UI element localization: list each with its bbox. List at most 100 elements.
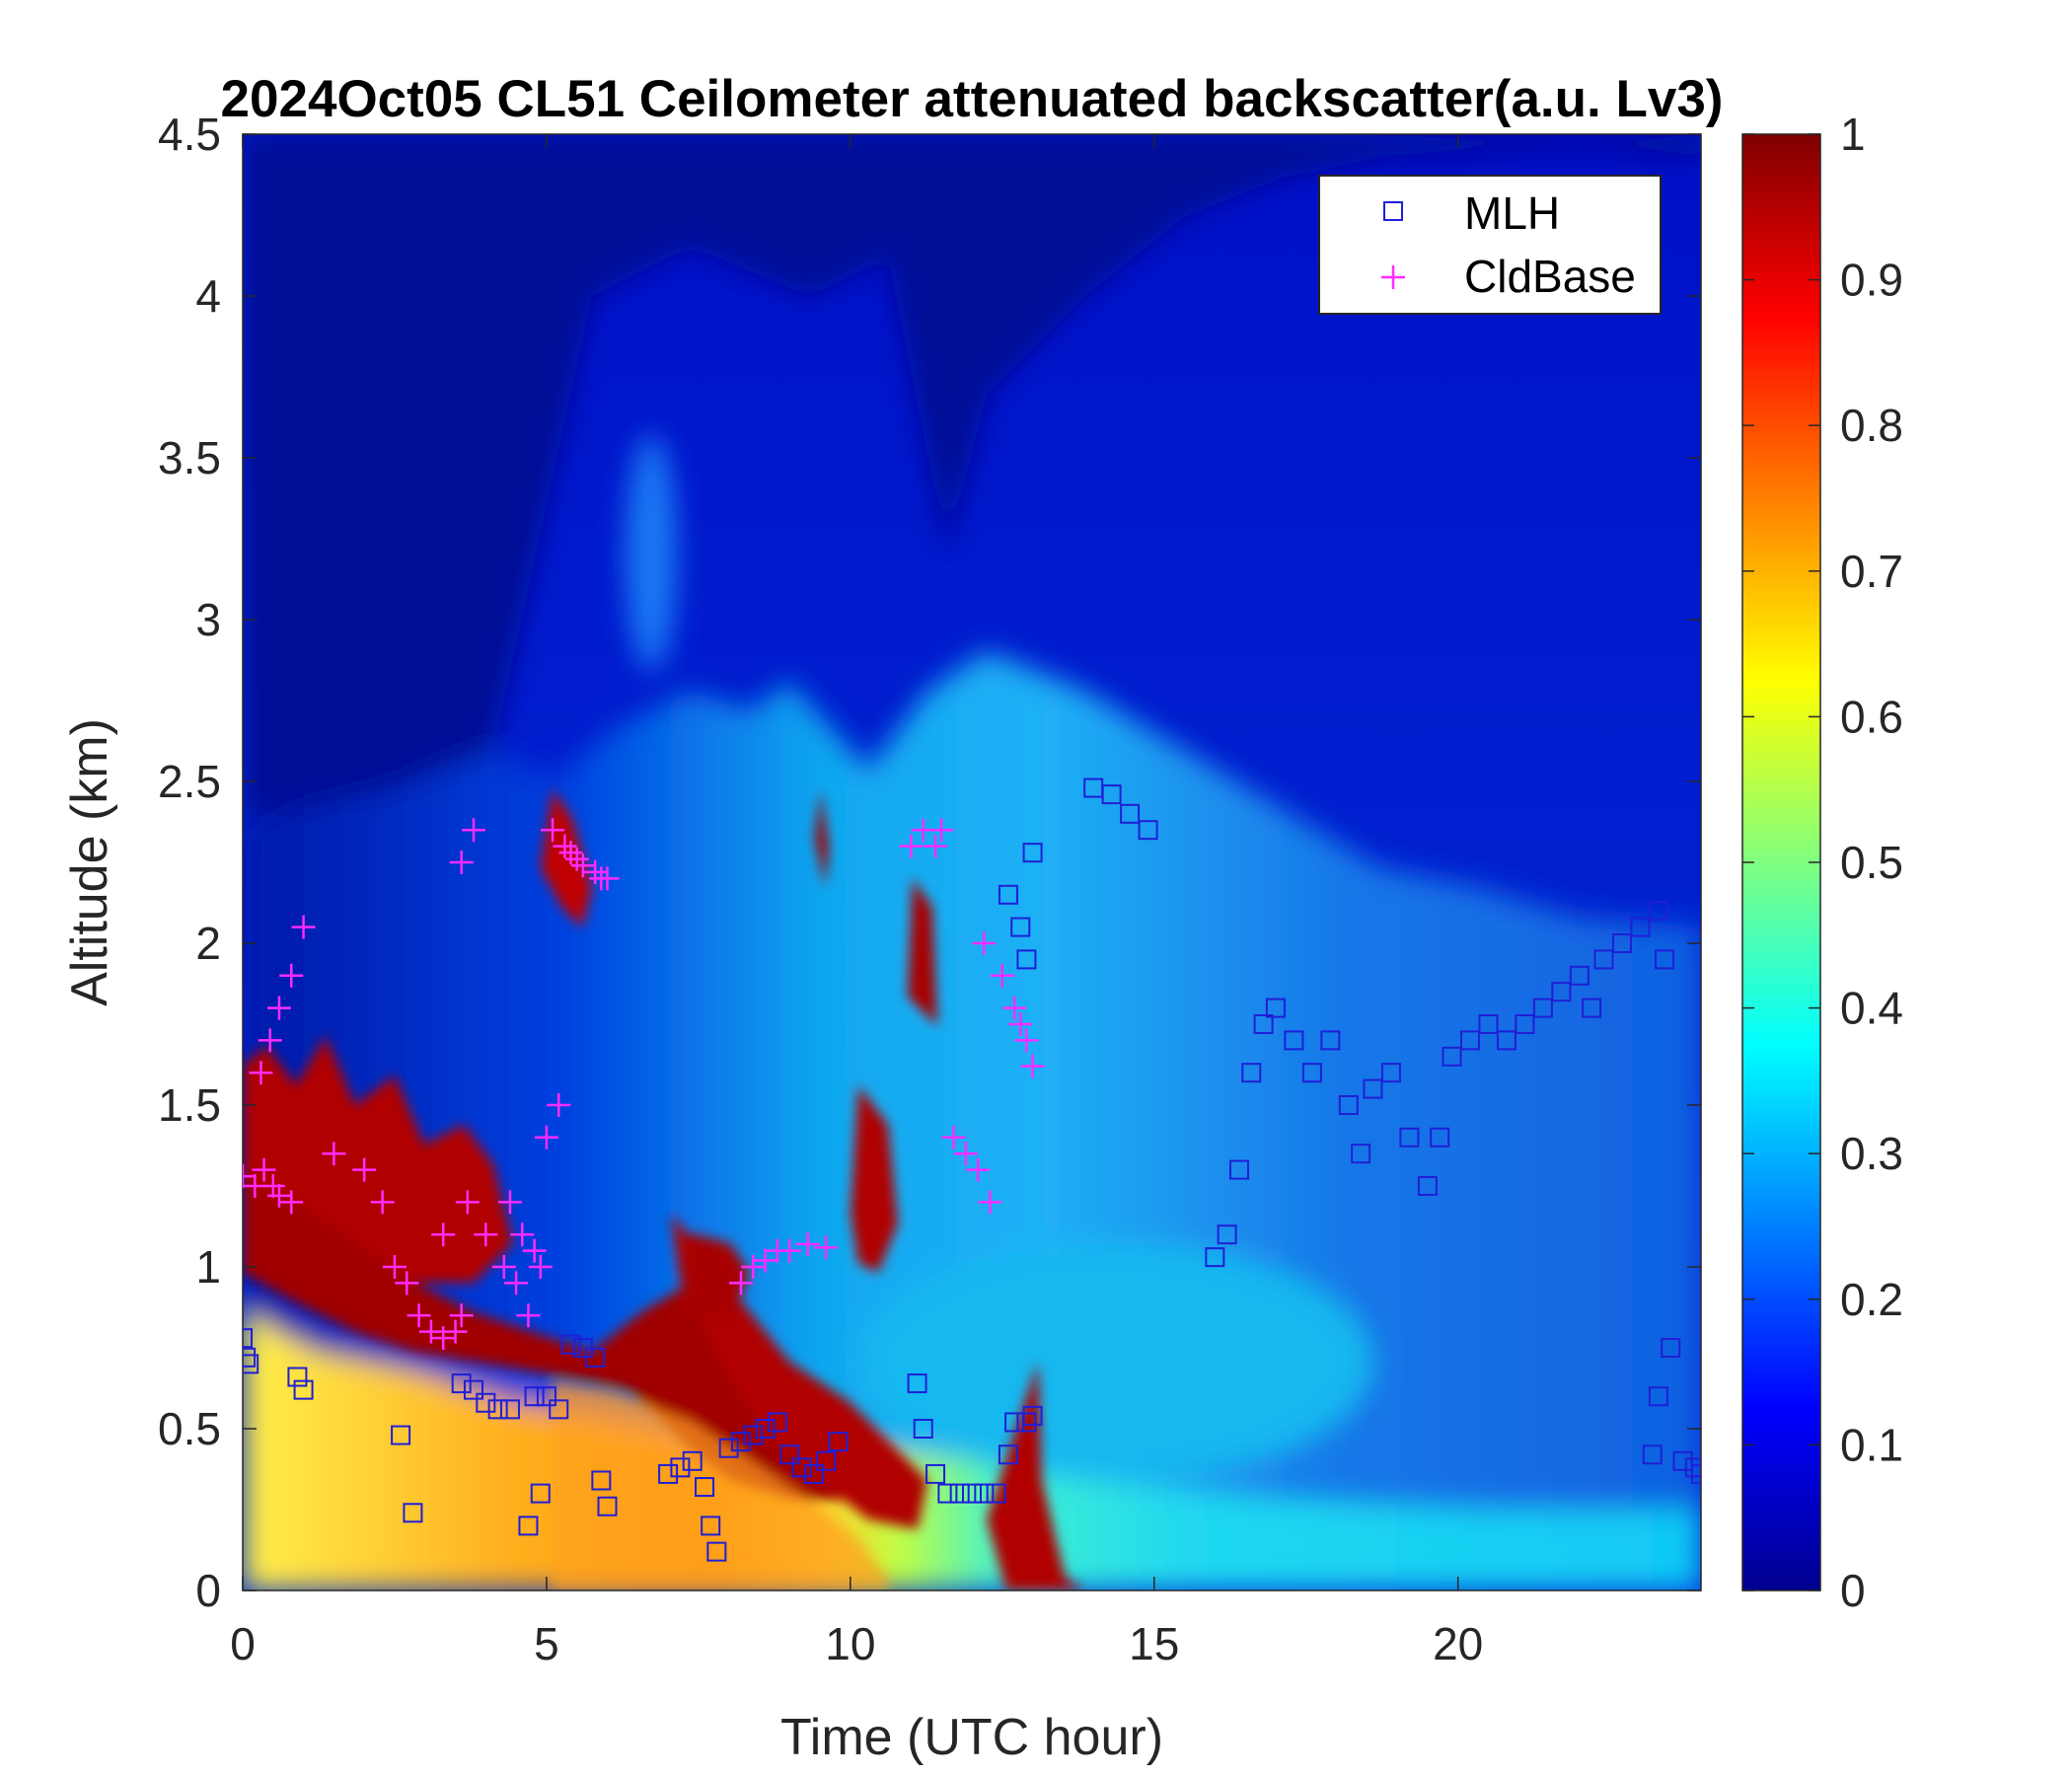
- cldbase-point: [899, 834, 924, 858]
- cldbase-point: [497, 1190, 522, 1215]
- mlh-point: [293, 1379, 314, 1400]
- cldbase-point: [741, 1255, 766, 1279]
- cldbase-point: [443, 1319, 468, 1344]
- cldbase-point: [553, 834, 577, 858]
- cldbase-point: [249, 1061, 273, 1085]
- mlh-point: [1265, 998, 1286, 1018]
- cldbase-point: [972, 931, 997, 955]
- colorbar-tick-label: 0.8: [1840, 400, 1903, 451]
- colorbar-gradient: [1741, 133, 1821, 1591]
- mlh-point: [1661, 1338, 1681, 1358]
- mlh-point: [1532, 998, 1553, 1018]
- cldbase-point: [449, 1303, 474, 1328]
- colorbar-tick-label: 0.5: [1840, 837, 1903, 888]
- x-tick-label: 15: [1129, 1618, 1179, 1669]
- x-tick-label: 10: [825, 1618, 875, 1669]
- cldbase-point: [258, 1028, 282, 1053]
- mlh-point: [585, 1347, 606, 1368]
- cldbase-point: [462, 818, 486, 843]
- mlh-point: [1120, 803, 1141, 824]
- mlh-point: [591, 1470, 612, 1491]
- x-tick-label: 5: [534, 1618, 559, 1669]
- mlh-point: [986, 1483, 1006, 1504]
- mlh-point: [487, 1399, 508, 1420]
- mlh-point: [1496, 1030, 1517, 1051]
- cldbase-point: [1008, 1012, 1033, 1036]
- heatmap-cloud-high: [908, 878, 937, 1026]
- cldbase-point: [924, 834, 948, 858]
- cldbase-point: [291, 915, 316, 939]
- mlh-point: [682, 1450, 703, 1471]
- cldbase-point: [522, 1238, 547, 1263]
- plot-frame: [242, 133, 1702, 1591]
- cldbase-point: [953, 1142, 978, 1166]
- cldbase-point: [1002, 996, 1027, 1020]
- cldbase-point: [978, 1190, 1002, 1215]
- mlh-point: [1648, 1386, 1668, 1407]
- cldbase-point: [431, 1326, 456, 1351]
- cldbase-point: [449, 851, 474, 874]
- colorbar-tick-label: 0.6: [1840, 691, 1903, 742]
- mlh-point: [499, 1399, 520, 1420]
- x-tick-label: 20: [1433, 1618, 1483, 1669]
- mlh-point: [391, 1425, 411, 1445]
- mlh-point: [451, 1373, 472, 1394]
- mlh-point: [755, 1419, 776, 1439]
- mlh-point: [1301, 1063, 1322, 1083]
- colorbar-tick-label: 0.2: [1840, 1274, 1903, 1325]
- mlh-point: [1228, 1159, 1249, 1180]
- heatmap-cloud-deck: [671, 1214, 927, 1529]
- cldbase-point: [260, 1174, 285, 1198]
- y-axis: 0 0.5 1 1.5 2 2.5 3 3.5 4 4.5: [158, 109, 1701, 1616]
- mlh-point: [828, 1432, 849, 1452]
- y-tick-label: 3: [195, 594, 221, 645]
- mlh-point: [243, 1354, 259, 1374]
- heatmap-cloud-lifting: [851, 1085, 898, 1273]
- mlh-point: [1351, 1144, 1371, 1164]
- mlh-point: [1101, 784, 1122, 805]
- colorbar-tick-label: 1: [1840, 109, 1866, 160]
- mlh-point: [1016, 1412, 1037, 1433]
- mlh-point: [701, 1516, 721, 1536]
- mlh-point: [1478, 1014, 1499, 1034]
- cldbase-point: [279, 963, 304, 988]
- cldbase-point: [431, 1222, 456, 1247]
- mlh-point: [536, 1386, 556, 1407]
- mlh-point: [1022, 843, 1043, 863]
- y-axis-label: Altitude (km): [61, 718, 118, 1006]
- mlh-point: [803, 1463, 824, 1484]
- legend-cldbase-label: CldBase: [1464, 251, 1636, 302]
- mlh-point: [524, 1386, 545, 1407]
- mlh-point: [243, 1328, 253, 1349]
- cldbase-point: [418, 1319, 443, 1344]
- mlh-point: [403, 1503, 423, 1523]
- mlh-point: [287, 1367, 308, 1387]
- heatmap-aerosol-patch: [858, 1243, 1371, 1480]
- y-tick-label: 4.5: [158, 109, 221, 160]
- cldbase-point: [564, 847, 589, 871]
- heatmap-cloud-thin: [987, 1362, 1085, 1591]
- mlh-point: [1363, 1078, 1383, 1099]
- mlh-point: [974, 1483, 995, 1504]
- cldbase-point: [728, 1271, 753, 1295]
- mlh-point: [530, 1483, 551, 1504]
- y-tick-label: 0.5: [158, 1403, 221, 1454]
- cldbase-point: [966, 1157, 991, 1182]
- mlh-point: [1551, 982, 1572, 1002]
- cldbase-point: [595, 866, 620, 891]
- colorbar-ticks: 0 0.1 0.2 0.3 0.4 0.5 0.6 0.7 0.8 0.9 1: [1742, 109, 1903, 1616]
- mlh-point: [549, 1399, 569, 1420]
- cldbase-point: [266, 996, 291, 1020]
- mlh-point: [1593, 949, 1614, 970]
- chart-title: 2024Oct05 CL51 Ceilometer attenuated bac…: [221, 70, 1724, 128]
- heatmap-aerosol-plume: [626, 434, 677, 671]
- cldbase-point: [777, 1238, 802, 1263]
- legend-box: [1318, 175, 1662, 315]
- cldbase-point: [516, 1303, 541, 1328]
- x-axis: 0 5 10 15 20: [230, 134, 1483, 1669]
- cldbase-point: [541, 818, 565, 843]
- mlh-point: [243, 1347, 257, 1368]
- mlh-point: [1380, 1063, 1401, 1083]
- y-tick-label: 4: [195, 270, 221, 322]
